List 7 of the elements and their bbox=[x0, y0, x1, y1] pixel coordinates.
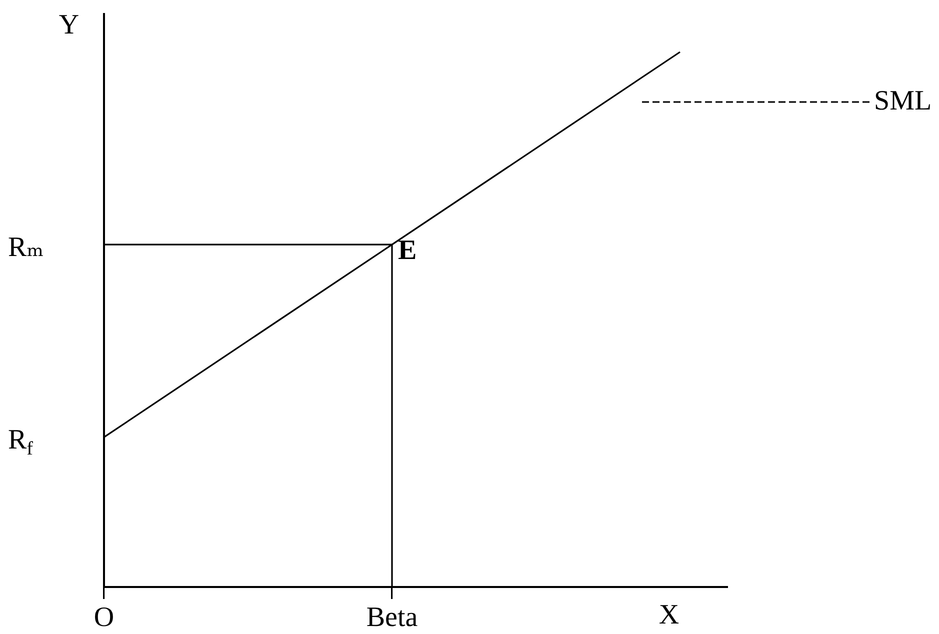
y-axis-title: Y bbox=[58, 9, 80, 40]
text: SML bbox=[874, 85, 932, 116]
x-tick-label: Beta bbox=[366, 602, 418, 634]
x-tick-label: O bbox=[94, 602, 114, 634]
annotation: E bbox=[398, 234, 417, 266]
annotation: Rₘ bbox=[8, 232, 44, 263]
x-axis-title: X bbox=[658, 599, 680, 630]
